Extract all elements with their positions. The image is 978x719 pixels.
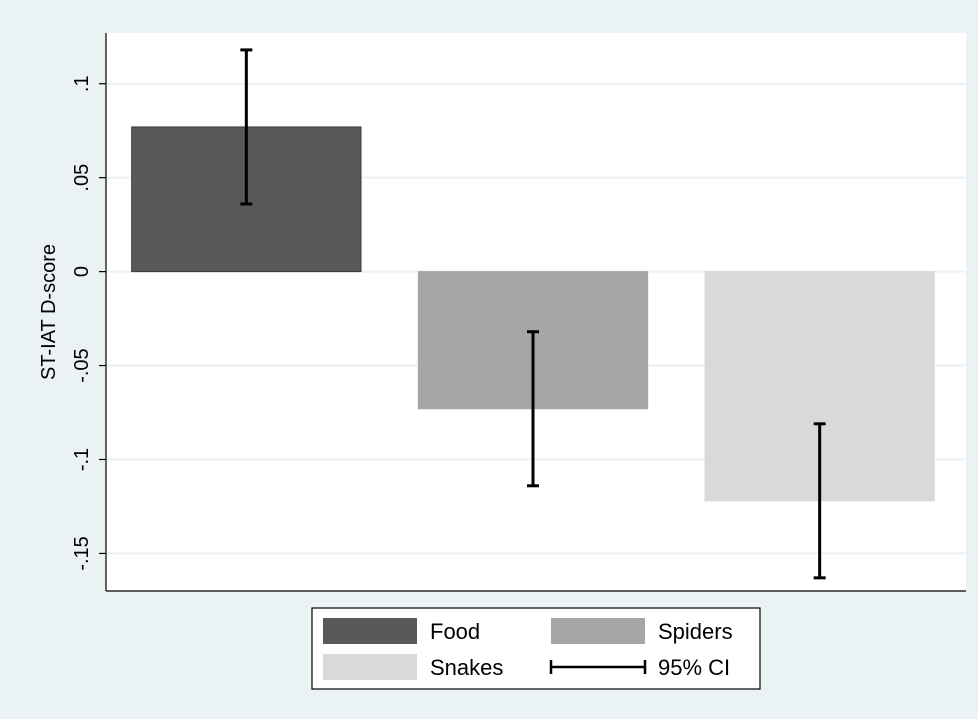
y-tick-label: -.05	[71, 348, 93, 382]
y-tick-label: -.1	[71, 448, 93, 471]
ci-spiders	[527, 330, 539, 488]
ci-snakes	[813, 422, 826, 580]
legend-label-spiders: Spiders	[658, 619, 733, 644]
y-tick-label: 0	[71, 266, 93, 277]
y-tick-label: .05	[71, 164, 93, 192]
y-axis-title: ST-IAT D-score	[38, 244, 60, 380]
legend-swatch-snakes	[323, 654, 417, 680]
legend-label-food: Food	[430, 619, 480, 644]
legend: Food Spiders Snakes 95% CI	[311, 607, 761, 690]
y-ticks: .1 .05 0 -.05 -.1 -.15	[71, 75, 106, 571]
legend-swatch-food	[323, 618, 417, 644]
ci-food	[240, 48, 253, 206]
legend-label-snakes: Snakes	[430, 655, 503, 680]
y-tick-label: -.15	[71, 536, 93, 570]
legend-ci-symbol	[549, 660, 647, 674]
y-tick-label: .1	[71, 75, 93, 92]
axes	[105, 33, 966, 592]
error-bars	[240, 48, 826, 580]
legend-label-ci: 95% CI	[658, 655, 730, 680]
legend-swatch-spiders	[551, 618, 645, 644]
